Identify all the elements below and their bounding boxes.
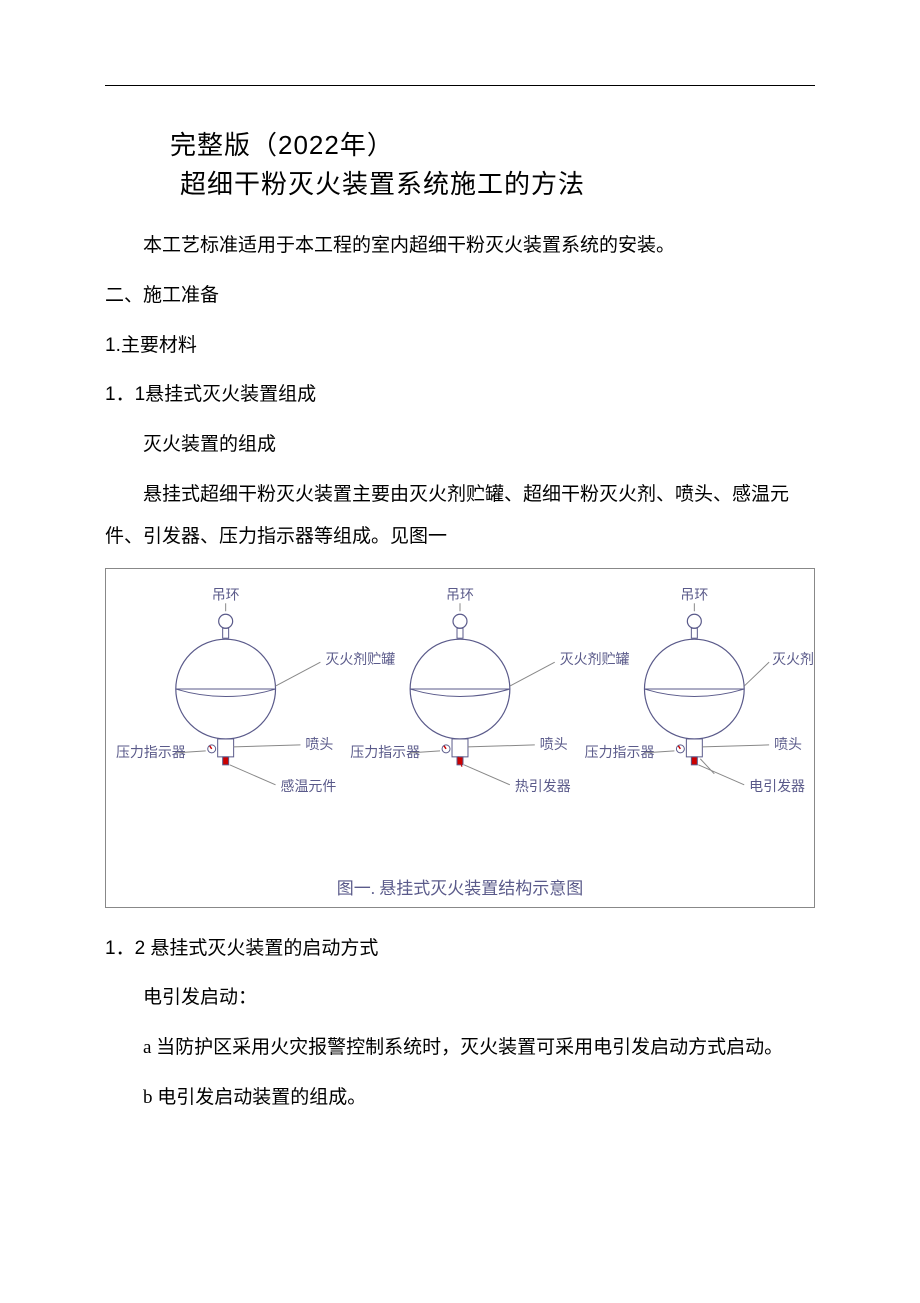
subsection-1-2: 1．2 悬挂式灭火装置的启动方式	[105, 928, 815, 970]
paragraph-3: 电引发启动：	[105, 977, 815, 1019]
device-3: 吊环 灭火剂贮罐 压力指示器 喷头 电引发器	[585, 588, 814, 794]
title-line-1: 完整版（2022年）	[170, 125, 815, 162]
figure-caption: 图一. 悬挂式灭火装置结构示意图	[106, 844, 814, 907]
subsection-1-1: 1．1悬挂式灭火装置组成	[105, 374, 815, 416]
device-2: 吊环 灭火剂贮罐 压力指示器 喷头 热引发器	[350, 588, 629, 794]
label-ring-1: 吊环	[212, 588, 240, 603]
label-ring-3: 吊环	[680, 588, 708, 603]
label-pressure-1: 压力指示器	[116, 744, 186, 760]
paragraph-2: 悬挂式超细干粉灭火装置主要由灭火剂贮罐、超细干粉灭火剂、喷头、感温元件、引发器、…	[105, 474, 815, 558]
section-heading-2: 二、施工准备	[105, 275, 815, 317]
label-pressure-3: 压力指示器	[585, 744, 655, 760]
label-nozzle-3: 喷头	[774, 736, 802, 752]
paragraph-1: 灭火装置的组成	[105, 424, 815, 466]
figure-svg: 吊环 灭火剂贮罐 压力指示器 喷头 感温元件	[106, 579, 814, 839]
label-nozzle-2: 喷头	[540, 736, 568, 752]
label-pressure-2: 压力指示器	[350, 744, 420, 760]
paragraph-4: a 当防护区采用火灾报警控制系统时，灭火装置可采用电引发启动方式启动。	[105, 1027, 815, 1069]
figure-1: 吊环 灭火剂贮罐 压力指示器 喷头 感温元件	[105, 568, 815, 908]
label-electric-3: 电引发器	[749, 778, 805, 794]
label-tank-1: 灭火剂贮罐	[325, 652, 395, 668]
label-thermal-2: 热引发器	[515, 778, 571, 794]
subsection-1: 1.主要材料	[105, 325, 815, 367]
label-sensor-1: 感温元件	[281, 777, 337, 794]
header-rule	[105, 85, 815, 86]
document-page: 完整版（2022年） 超细干粉灭火装置系统施工的方法 本工艺标准适用于本工程的室…	[0, 0, 920, 1303]
label-tank-3: 灭火剂贮罐	[772, 652, 814, 668]
device-1: 吊环 灭火剂贮罐 压力指示器 喷头 感温元件	[116, 588, 395, 794]
label-nozzle-1: 喷头	[305, 736, 333, 752]
label-tank-2: 灭火剂贮罐	[560, 652, 630, 668]
label-ring-2: 吊环	[446, 588, 474, 603]
intro-paragraph: 本工艺标准适用于本工程的室内超细干粉灭火装置系统的安装。	[105, 225, 815, 267]
title-line-2: 超细干粉灭火装置系统施工的方法	[180, 164, 815, 201]
paragraph-5: b 电引发启动装置的组成。	[105, 1077, 815, 1119]
